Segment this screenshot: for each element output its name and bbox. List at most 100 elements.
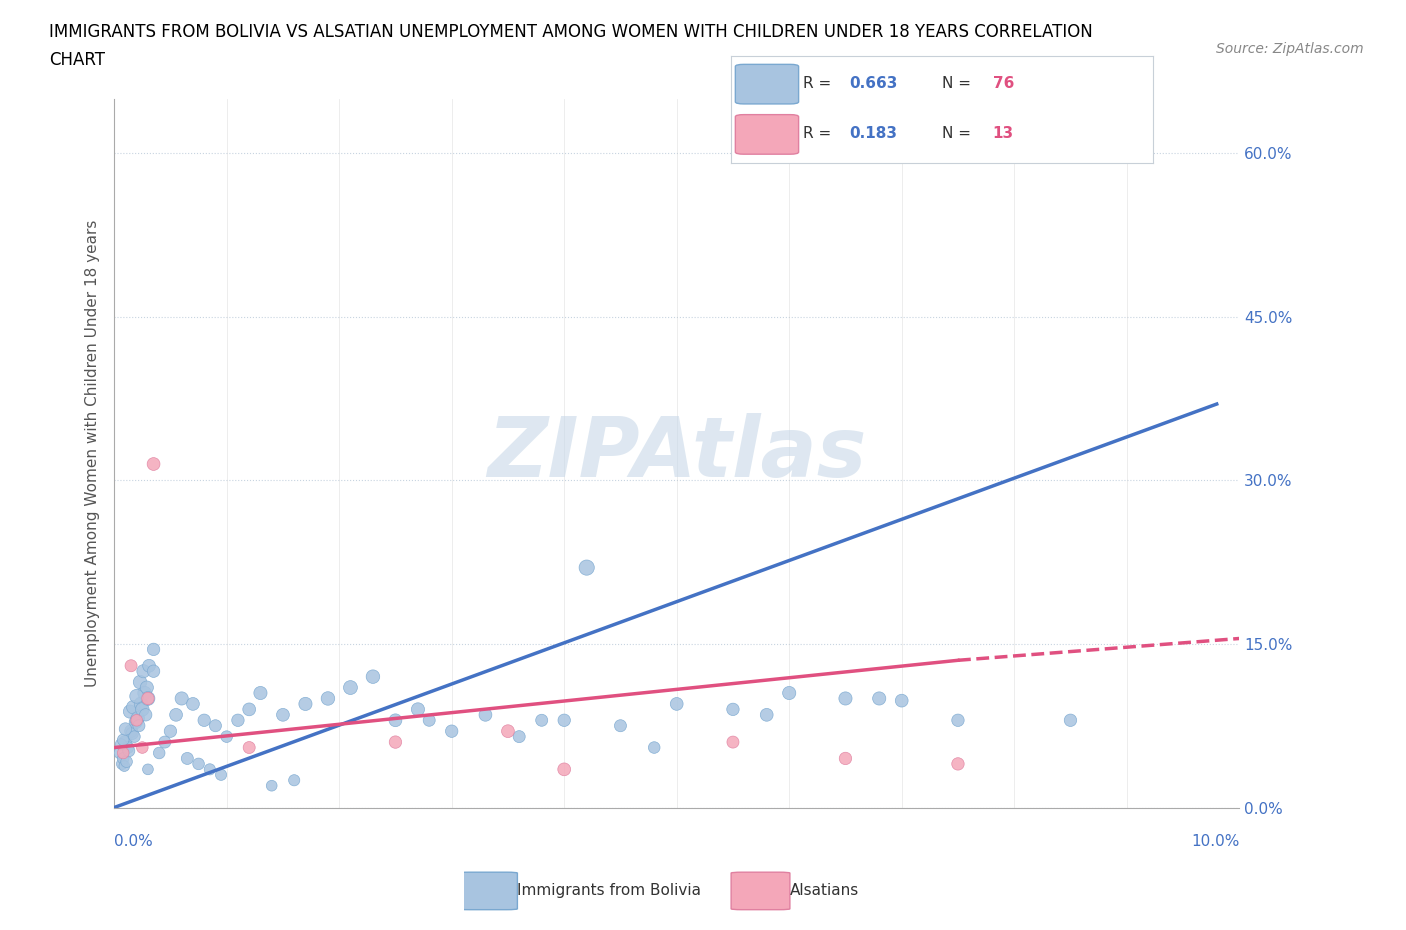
Point (170, 691, 193, 706)
Point (142, 457, 165, 472)
Point (553, 712, 575, 727)
Point (135, 680, 157, 695)
Text: N =: N = (942, 126, 976, 141)
Point (138, 658, 160, 673)
Text: Immigrants from Bolivia: Immigrants from Bolivia (517, 884, 702, 898)
Text: R =: R = (803, 76, 837, 91)
Point (142, 664, 165, 679)
Point (125, 689, 148, 704)
Point (121, 726, 143, 741)
Point (124, 715, 146, 730)
Point (643, 740, 665, 755)
Point (108, 746, 131, 761)
Point (118, 704, 141, 719)
Point (496, 724, 519, 738)
Point (114, 722, 136, 737)
FancyBboxPatch shape (735, 114, 799, 154)
Point (136, 691, 159, 706)
Text: 0.183: 0.183 (849, 126, 897, 141)
Text: IMMIGRANTS FROM BOLIVIA VS ALSATIAN UNEMPLOYMENT AMONG WOMEN WITH CHILDREN UNDER: IMMIGRANTS FROM BOLIVIA VS ALSATIAN UNEM… (49, 23, 1092, 41)
Point (181, 697, 204, 711)
Point (176, 751, 198, 766)
Point (249, 685, 271, 700)
Point (153, 735, 176, 750)
Point (530, 712, 553, 727)
Point (136, 691, 159, 706)
Point (131, 702, 153, 717)
Text: CHART: CHART (49, 51, 105, 69)
Text: 0.663: 0.663 (849, 76, 897, 91)
Point (135, 708, 157, 723)
Point (125, 712, 148, 727)
Point (721, 702, 744, 717)
Text: R =: R = (803, 126, 837, 141)
Point (778, 685, 800, 700)
Text: ZIPAtlas: ZIPAtlas (486, 413, 866, 494)
Point (406, 702, 429, 717)
Point (283, 773, 305, 788)
Point (129, 674, 152, 689)
Point (553, 762, 575, 777)
Point (384, 712, 406, 727)
Point (204, 718, 226, 733)
Point (946, 756, 969, 771)
Point (115, 754, 138, 769)
Point (110, 737, 132, 751)
Point (384, 735, 406, 750)
Point (834, 691, 856, 706)
Point (271, 708, 294, 723)
Point (148, 746, 170, 761)
FancyBboxPatch shape (731, 872, 790, 910)
Point (112, 759, 135, 774)
Point (132, 664, 155, 679)
Point (474, 708, 496, 723)
Text: 13: 13 (993, 126, 1014, 141)
Y-axis label: Unemployment Among Women with Children Under 18 years: Unemployment Among Women with Children U… (86, 219, 100, 686)
Point (226, 712, 249, 727)
Point (136, 762, 159, 777)
Point (117, 740, 139, 755)
Point (131, 740, 153, 755)
Point (128, 718, 150, 733)
Point (193, 712, 215, 727)
Text: Source: ZipAtlas.com: Source: ZipAtlas.com (1216, 42, 1364, 56)
Point (339, 680, 361, 695)
Point (198, 762, 221, 777)
Point (440, 724, 463, 738)
Point (125, 712, 148, 727)
FancyBboxPatch shape (735, 64, 799, 104)
Point (129, 697, 152, 711)
Point (187, 756, 209, 771)
Point (111, 756, 134, 771)
Point (721, 735, 744, 750)
Point (665, 697, 688, 711)
Point (575, 560, 598, 575)
Point (112, 751, 135, 766)
Point (112, 746, 135, 761)
Text: 0.0%: 0.0% (114, 834, 153, 849)
Point (114, 735, 136, 750)
Text: 76: 76 (993, 76, 1014, 91)
Point (294, 697, 316, 711)
Point (868, 691, 890, 706)
Point (120, 658, 142, 673)
Point (124, 729, 146, 744)
Point (755, 708, 778, 723)
Point (316, 691, 339, 706)
Point (215, 729, 238, 744)
Point (418, 712, 440, 727)
Point (165, 708, 187, 723)
Point (508, 729, 530, 744)
Point (120, 724, 142, 738)
Point (209, 767, 232, 782)
Point (127, 711, 149, 725)
Point (946, 712, 969, 727)
Point (122, 699, 145, 714)
Point (142, 642, 165, 657)
FancyBboxPatch shape (458, 872, 517, 910)
Point (361, 670, 384, 684)
Point (159, 724, 181, 738)
Text: Alsatians: Alsatians (790, 884, 859, 898)
Text: N =: N = (942, 76, 976, 91)
Point (1059, 712, 1081, 727)
